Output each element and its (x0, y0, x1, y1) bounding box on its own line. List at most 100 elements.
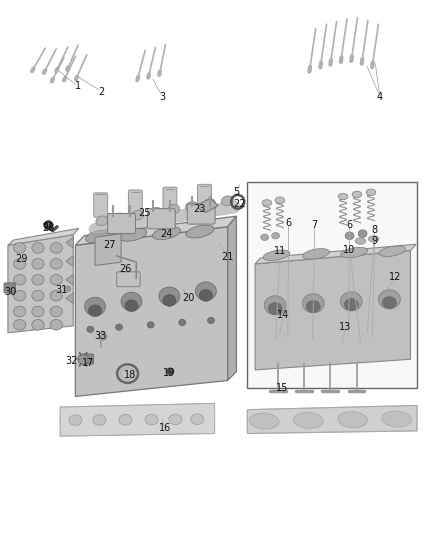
Text: 4: 4 (377, 92, 383, 102)
Polygon shape (78, 354, 88, 365)
Bar (247, 182, 417, 389)
Text: 1: 1 (74, 81, 81, 91)
Ellipse shape (32, 290, 44, 301)
Text: 20: 20 (182, 293, 195, 303)
Ellipse shape (114, 213, 126, 223)
Text: 16: 16 (159, 423, 171, 433)
Ellipse shape (50, 306, 62, 317)
Ellipse shape (195, 282, 216, 301)
Ellipse shape (44, 221, 53, 229)
Ellipse shape (85, 297, 106, 316)
Polygon shape (255, 244, 416, 264)
Ellipse shape (32, 274, 44, 285)
Ellipse shape (14, 259, 26, 269)
Polygon shape (66, 274, 73, 285)
Ellipse shape (152, 227, 180, 240)
Ellipse shape (262, 200, 272, 206)
Ellipse shape (340, 292, 362, 311)
FancyBboxPatch shape (4, 283, 15, 293)
Text: 26: 26 (119, 264, 131, 274)
Ellipse shape (93, 415, 106, 425)
Text: 17: 17 (82, 358, 95, 368)
Ellipse shape (355, 238, 366, 244)
Ellipse shape (117, 220, 129, 230)
Polygon shape (95, 233, 121, 265)
Ellipse shape (306, 301, 320, 312)
Ellipse shape (14, 243, 26, 253)
Ellipse shape (116, 324, 123, 330)
Ellipse shape (263, 250, 290, 261)
Text: 8: 8 (372, 225, 378, 236)
Text: 3: 3 (159, 92, 166, 102)
Text: 11: 11 (274, 246, 286, 256)
Ellipse shape (85, 230, 113, 243)
Polygon shape (8, 235, 73, 333)
Ellipse shape (132, 210, 144, 220)
Ellipse shape (14, 290, 26, 301)
Text: 12: 12 (389, 272, 402, 282)
Text: 9: 9 (372, 236, 378, 246)
FancyBboxPatch shape (148, 209, 175, 229)
Ellipse shape (14, 306, 26, 317)
Ellipse shape (87, 326, 94, 333)
Text: 6: 6 (346, 220, 353, 230)
Ellipse shape (268, 303, 282, 314)
Ellipse shape (169, 414, 182, 425)
Ellipse shape (199, 289, 212, 301)
Polygon shape (255, 251, 410, 370)
Ellipse shape (303, 248, 329, 259)
Ellipse shape (158, 213, 171, 223)
Ellipse shape (150, 207, 162, 217)
FancyBboxPatch shape (163, 187, 177, 212)
FancyBboxPatch shape (187, 204, 215, 224)
Ellipse shape (119, 415, 132, 425)
Ellipse shape (382, 297, 396, 309)
FancyBboxPatch shape (82, 354, 94, 364)
Text: 33: 33 (95, 332, 107, 342)
Polygon shape (66, 293, 73, 304)
Ellipse shape (99, 333, 107, 340)
Ellipse shape (261, 234, 268, 240)
Ellipse shape (264, 296, 286, 315)
Text: 32: 32 (66, 356, 78, 366)
Text: 22: 22 (233, 199, 246, 209)
Ellipse shape (125, 300, 138, 311)
Text: 13: 13 (339, 322, 351, 333)
Ellipse shape (163, 295, 176, 306)
Ellipse shape (221, 196, 233, 206)
Text: 18: 18 (124, 370, 136, 380)
Ellipse shape (159, 287, 180, 305)
Ellipse shape (50, 259, 62, 269)
Ellipse shape (119, 228, 147, 241)
Ellipse shape (167, 205, 180, 214)
FancyBboxPatch shape (94, 193, 108, 217)
FancyBboxPatch shape (198, 184, 212, 208)
Text: 2: 2 (99, 86, 105, 96)
Text: 28: 28 (42, 223, 55, 233)
Ellipse shape (179, 319, 186, 326)
Ellipse shape (344, 298, 358, 310)
Ellipse shape (32, 259, 44, 269)
Text: 7: 7 (311, 220, 318, 230)
Ellipse shape (200, 207, 213, 216)
Ellipse shape (368, 236, 379, 242)
Ellipse shape (275, 197, 285, 204)
Polygon shape (66, 237, 73, 248)
Ellipse shape (96, 216, 108, 225)
Polygon shape (75, 227, 228, 397)
Ellipse shape (366, 189, 376, 196)
Polygon shape (60, 403, 215, 436)
Text: 19: 19 (163, 368, 175, 377)
Polygon shape (75, 216, 237, 245)
Text: 5: 5 (233, 187, 240, 197)
Ellipse shape (32, 306, 44, 317)
Ellipse shape (341, 247, 367, 258)
Polygon shape (198, 199, 218, 213)
Text: 15: 15 (276, 383, 288, 393)
Ellipse shape (186, 225, 214, 238)
Ellipse shape (352, 191, 362, 198)
Ellipse shape (69, 415, 82, 425)
Ellipse shape (121, 292, 142, 311)
FancyBboxPatch shape (108, 214, 135, 233)
Ellipse shape (32, 319, 44, 330)
